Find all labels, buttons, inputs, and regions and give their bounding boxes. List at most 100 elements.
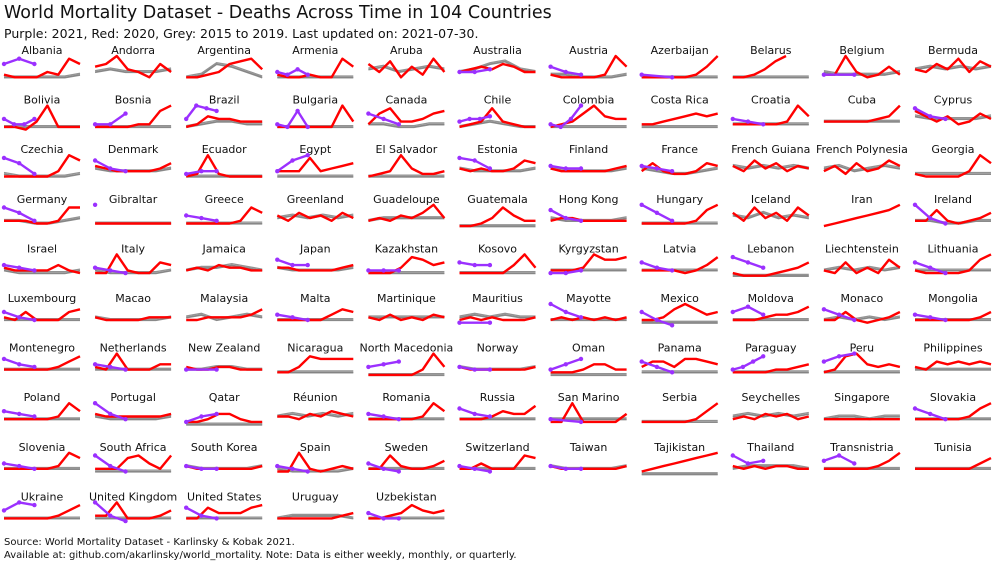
panel-ukraine: Ukraine [1,490,81,520]
red-line-2020 [368,203,446,223]
purple-point-2021 [821,458,827,463]
panel-label: Costa Rica [651,94,709,107]
panel-label: Chile [484,94,512,107]
panel-cyprus: Cyprus [912,94,992,126]
purple-point-2021 [457,155,462,161]
red-line-2020 [641,256,719,275]
panel-mauritius: Mauritius [457,292,536,325]
panel-albania: Albania [1,44,81,79]
purple-point-2021 [22,122,27,127]
purple-point-2021 [204,106,209,111]
purple-point-2021 [467,116,472,122]
red-line-2020 [732,412,810,421]
red-line-2020 [276,211,354,223]
panel-iran: Iran [823,193,901,228]
purple-point-2021 [92,265,98,270]
purple-point-2021 [578,166,584,171]
purple-point-2021 [366,411,371,417]
red-line-2020 [550,402,628,424]
purple-line-2021 [550,104,582,129]
red-line-2020 [550,316,627,322]
panel-label: Greenland [287,193,344,206]
purple-point-2021 [654,265,660,270]
purple-point-2021 [578,419,584,425]
panel-aruba: Aruba [367,44,446,79]
red-line-2020 [641,55,719,79]
panel-france: France [639,143,718,176]
red-line-2020 [641,112,718,126]
purple-point-2021 [381,116,386,122]
panel-label: Guatemala [467,193,528,206]
panel-south-korea: South Korea [184,441,263,471]
purple-point-2021 [928,114,933,119]
purple-point-2021 [912,406,918,411]
purple-point-2021 [578,218,584,223]
panel-israel: Israel [1,242,81,275]
purple-point-2021 [108,411,113,417]
panel-moldova: Moldova [730,292,810,322]
purple-point-2021 [123,270,128,276]
red-line-2020 [277,104,355,129]
panel-label: Australia [473,44,522,57]
red-line-2020 [732,464,809,470]
panel-label: Qatar [209,391,240,404]
panel-label: Bermuda [928,44,978,57]
purple-point-2021 [477,116,482,122]
red-line-2020 [3,263,81,275]
purple-point-2021 [11,122,17,127]
purple-point-2021 [17,362,22,367]
panel-label: Malaysia [200,292,248,305]
panel-switzerland: Switzerland [457,441,536,474]
grey-line-2015-2019 [368,122,445,127]
red-line-2020 [94,316,172,322]
panel-norway: Norway [457,342,536,372]
red-line-2020 [4,153,81,178]
purple-point-2021 [275,257,280,262]
purple-point-2021 [17,210,22,215]
panel-label: Italy [121,242,145,255]
purple-point-2021 [669,169,675,174]
panel-label: Ecuador [202,143,247,156]
grey-line-2015-2019 [823,414,900,419]
purple-point-2021 [123,169,128,174]
panel-paraguay: Paraguay [730,342,810,374]
panel-label: Poland [24,391,61,404]
red-line-2020 [277,511,354,520]
panel-label: Tunisia [933,441,972,454]
purple-point-2021 [472,466,477,471]
panel-guatemala: Guatemala [459,193,536,228]
purple-point-2021 [487,166,493,171]
panel-label: Tajikistan [653,441,705,454]
red-line-2020 [4,451,81,470]
panel-azerbaijan: Azerbaijan [639,44,719,80]
purple-point-2021 [184,213,189,218]
panel-argentina: Argentina [186,44,264,79]
purple-point-2021 [199,414,204,419]
panel-north-macedonia: North Macedonia [360,342,453,377]
panel-canada: Canada [366,94,445,129]
panel-label: Martinique [377,292,436,305]
panel-label: Jamaica [202,242,246,255]
red-line-2020 [186,308,263,322]
red-line-2020 [459,159,536,173]
panel-label: Malta [300,292,330,305]
panel-denmark: Denmark [92,143,172,174]
red-line-2020 [550,363,627,374]
panel-label: Serbia [662,391,697,404]
purple-point-2021 [912,106,918,111]
panel-label: Belarus [750,44,792,57]
purple-point-2021 [943,417,948,422]
panel-label: Sweden [385,441,428,454]
purple-point-2021 [487,320,493,325]
panel-romania: Romania [366,391,446,422]
red-line-2020 [277,410,354,421]
purple-point-2021 [295,67,300,72]
purple-point-2021 [669,218,675,223]
purple-point-2021 [745,119,751,124]
purple-point-2021 [563,270,568,276]
panel-greenland: Greenland [276,193,354,223]
panel-label: Germany [17,193,68,206]
red-line-2020 [732,206,810,223]
panel-uzbekistan: Uzbekistan [366,490,445,521]
